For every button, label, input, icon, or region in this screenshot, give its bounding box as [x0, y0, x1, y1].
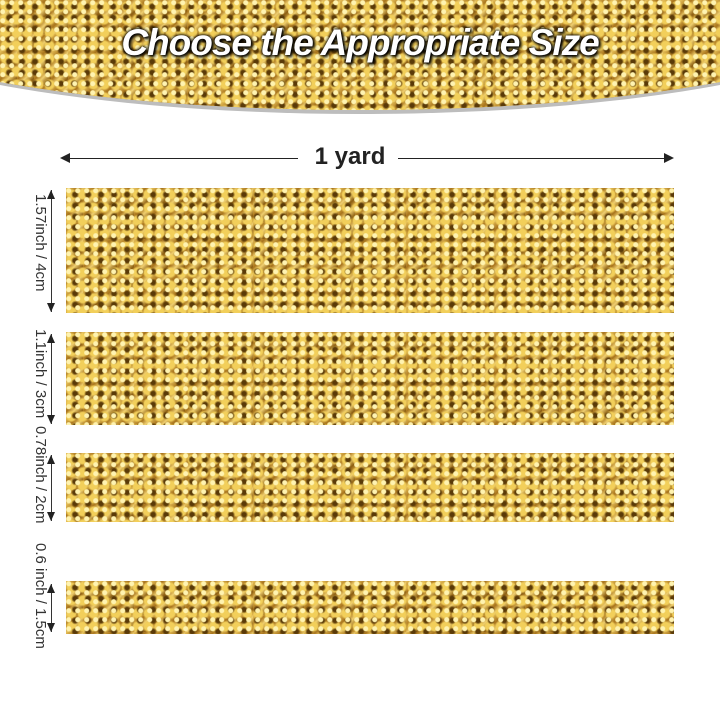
strip-size-label: 1.57inch / 4cm	[32, 194, 49, 292]
length-line-left	[66, 158, 298, 159]
rhinestone-strip-2cm	[66, 453, 674, 522]
strip-size-label: 1.1inch / 3cm	[32, 329, 49, 419]
height-arrow-icon	[47, 455, 55, 521]
banner-title: Choose the Appropriate Size	[121, 22, 599, 63]
arrow-left-icon	[60, 153, 70, 163]
length-line-right	[398, 158, 666, 159]
height-arrow-icon	[47, 190, 55, 312]
strip-size-label: 0.6 inch / 1.5cm	[32, 543, 49, 649]
length-label: 1 yard	[314, 143, 386, 170]
height-arrow-icon	[47, 334, 55, 424]
arrow-right-icon	[664, 153, 674, 163]
strip-size-label: 0.78inch / 2cm	[32, 426, 49, 524]
rhinestone-strip-3cm	[66, 332, 674, 425]
banner-rhinestone-background	[0, 0, 720, 110]
rhinestone-strip-4cm	[66, 188, 674, 313]
rhinestone-strip-1-5cm	[66, 581, 674, 634]
height-arrow-icon	[47, 584, 55, 632]
